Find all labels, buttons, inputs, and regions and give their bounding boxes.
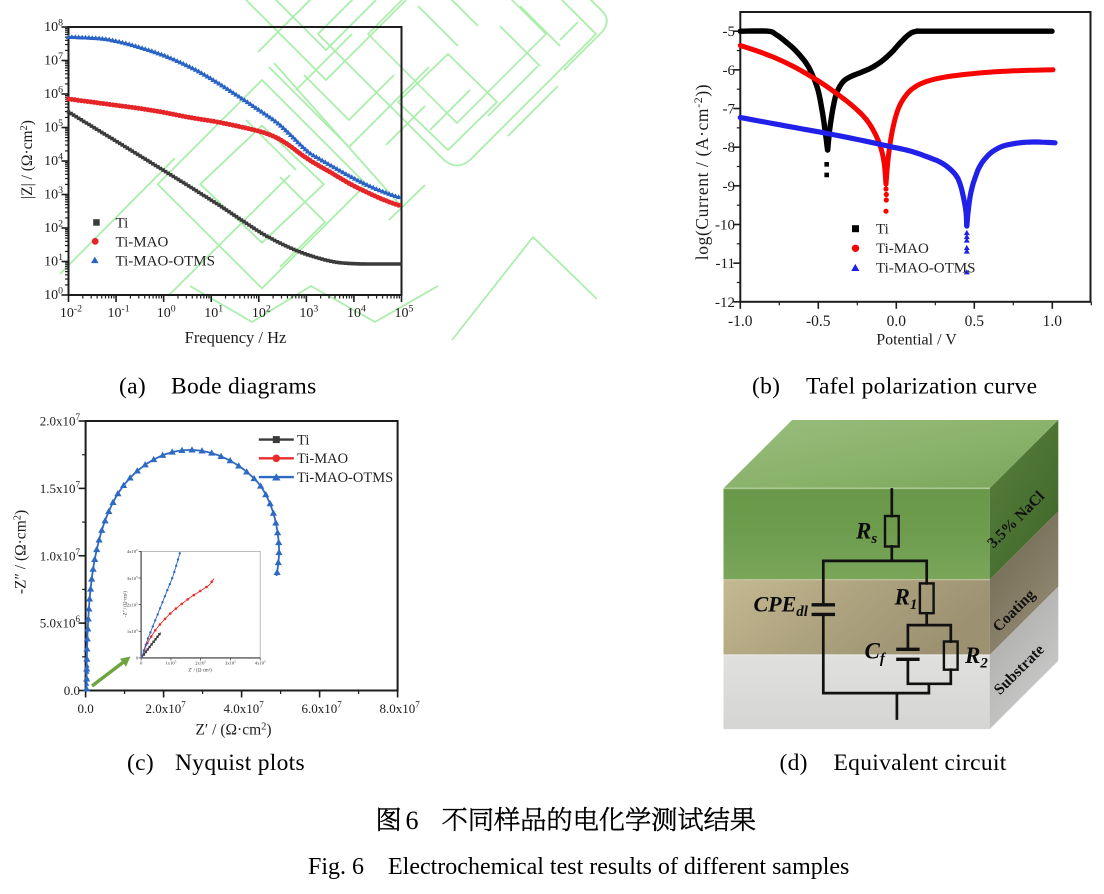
svg-text:Ti-MAO-OTMS: Ti-MAO-OTMS (116, 254, 215, 270)
svg-text:-0.5: -0.5 (806, 313, 831, 330)
svg-text:log(Current / (A·cm-2)): log(Current / (A·cm-2)) (691, 84, 712, 260)
svg-text:|Z| / (Ω·cm2): |Z| / (Ω·cm2) (19, 120, 36, 199)
svg-text:2x105: 2x105 (195, 660, 206, 666)
svg-text:2.0x107: 2.0x107 (145, 700, 186, 717)
svg-text:-Z″ / (Ω·cm2): -Z″ / (Ω·cm2) (13, 510, 30, 594)
svg-text:Ti-MAO: Ti-MAO (116, 235, 169, 251)
svg-text:-12: -12 (715, 295, 735, 311)
svg-text:0.0: 0.0 (64, 683, 80, 698)
svg-text:Ti-MAO-OTMS: Ti-MAO-OTMS (876, 261, 975, 277)
svg-text:-8: -8 (723, 140, 736, 156)
svg-text:-10: -10 (715, 218, 735, 234)
svg-text:0: 0 (140, 661, 143, 666)
svg-text:-5: -5 (723, 24, 736, 40)
svg-text:Z′ / (Ω·cm²): Z′ / (Ω·cm²) (188, 668, 212, 674)
svg-text:Ti-MAO-OTMS: Ti-MAO-OTMS (297, 470, 393, 486)
svg-text:0.5: 0.5 (965, 313, 985, 330)
svg-text:Tafel polarization curve: Tafel polarization curve (806, 374, 1037, 400)
svg-text:Frequency / Hz: Frequency / Hz (185, 328, 287, 347)
svg-text:Equivalent circuit: Equivalent circuit (834, 750, 1007, 776)
svg-text:1x105: 1x105 (127, 628, 138, 634)
svg-text:6: 6 (406, 806, 419, 835)
svg-text:(c): (c) (127, 750, 154, 776)
svg-text:3x105: 3x105 (127, 575, 138, 581)
svg-text:Ti: Ti (116, 216, 129, 232)
svg-text:Electrochemical test results o: Electrochemical test results of differen… (388, 854, 849, 880)
svg-text:Z′ / (Ω·cm2): Z′ / (Ω·cm2) (195, 722, 271, 739)
svg-text:6.0x107: 6.0x107 (301, 700, 342, 717)
svg-text:1.0: 1.0 (1043, 313, 1063, 330)
svg-text:1.0x107: 1.0x107 (40, 547, 81, 564)
svg-text:(b): (b) (752, 374, 780, 400)
svg-text:-9: -9 (723, 179, 736, 195)
svg-text:-Z″ / (Ω·cm²): -Z″ / (Ω·cm²) (123, 591, 129, 617)
svg-text:Ti: Ti (297, 432, 309, 448)
svg-text:4x105: 4x105 (127, 548, 138, 554)
svg-text:0.0: 0.0 (77, 701, 93, 716)
svg-text:-11: -11 (716, 256, 735, 272)
svg-text:8.0x107: 8.0x107 (379, 700, 420, 717)
svg-text:-7: -7 (723, 102, 736, 118)
svg-text:Ti-MAO: Ti-MAO (876, 241, 929, 257)
svg-text:1.5x107: 1.5x107 (40, 479, 81, 496)
svg-text:3x105: 3x105 (225, 660, 236, 666)
svg-text:1x105: 1x105 (166, 660, 177, 666)
svg-text:Nyquist plots: Nyquist plots (175, 750, 305, 776)
svg-text:-6: -6 (723, 63, 736, 79)
svg-text:5.0x106: 5.0x106 (40, 614, 81, 631)
svg-text:2x105: 2x105 (127, 601, 138, 607)
svg-text:(a): (a) (119, 374, 146, 400)
svg-text:0.0: 0.0 (887, 313, 907, 330)
svg-text:4x105: 4x105 (255, 660, 266, 666)
svg-text:Bode diagrams: Bode diagrams (171, 374, 317, 400)
svg-text:Potential / V: Potential / V (876, 332, 957, 349)
svg-text:4.0x107: 4.0x107 (223, 700, 264, 717)
svg-text:Fig. 6: Fig. 6 (308, 854, 364, 880)
svg-text:2.0x107: 2.0x107 (40, 412, 81, 429)
svg-text:(d): (d) (780, 750, 808, 776)
svg-text:Ti: Ti (876, 222, 889, 238)
svg-text:Ti-MAO: Ti-MAO (297, 451, 348, 467)
svg-text:-1.0: -1.0 (728, 313, 753, 330)
svg-text:0: 0 (136, 656, 139, 661)
